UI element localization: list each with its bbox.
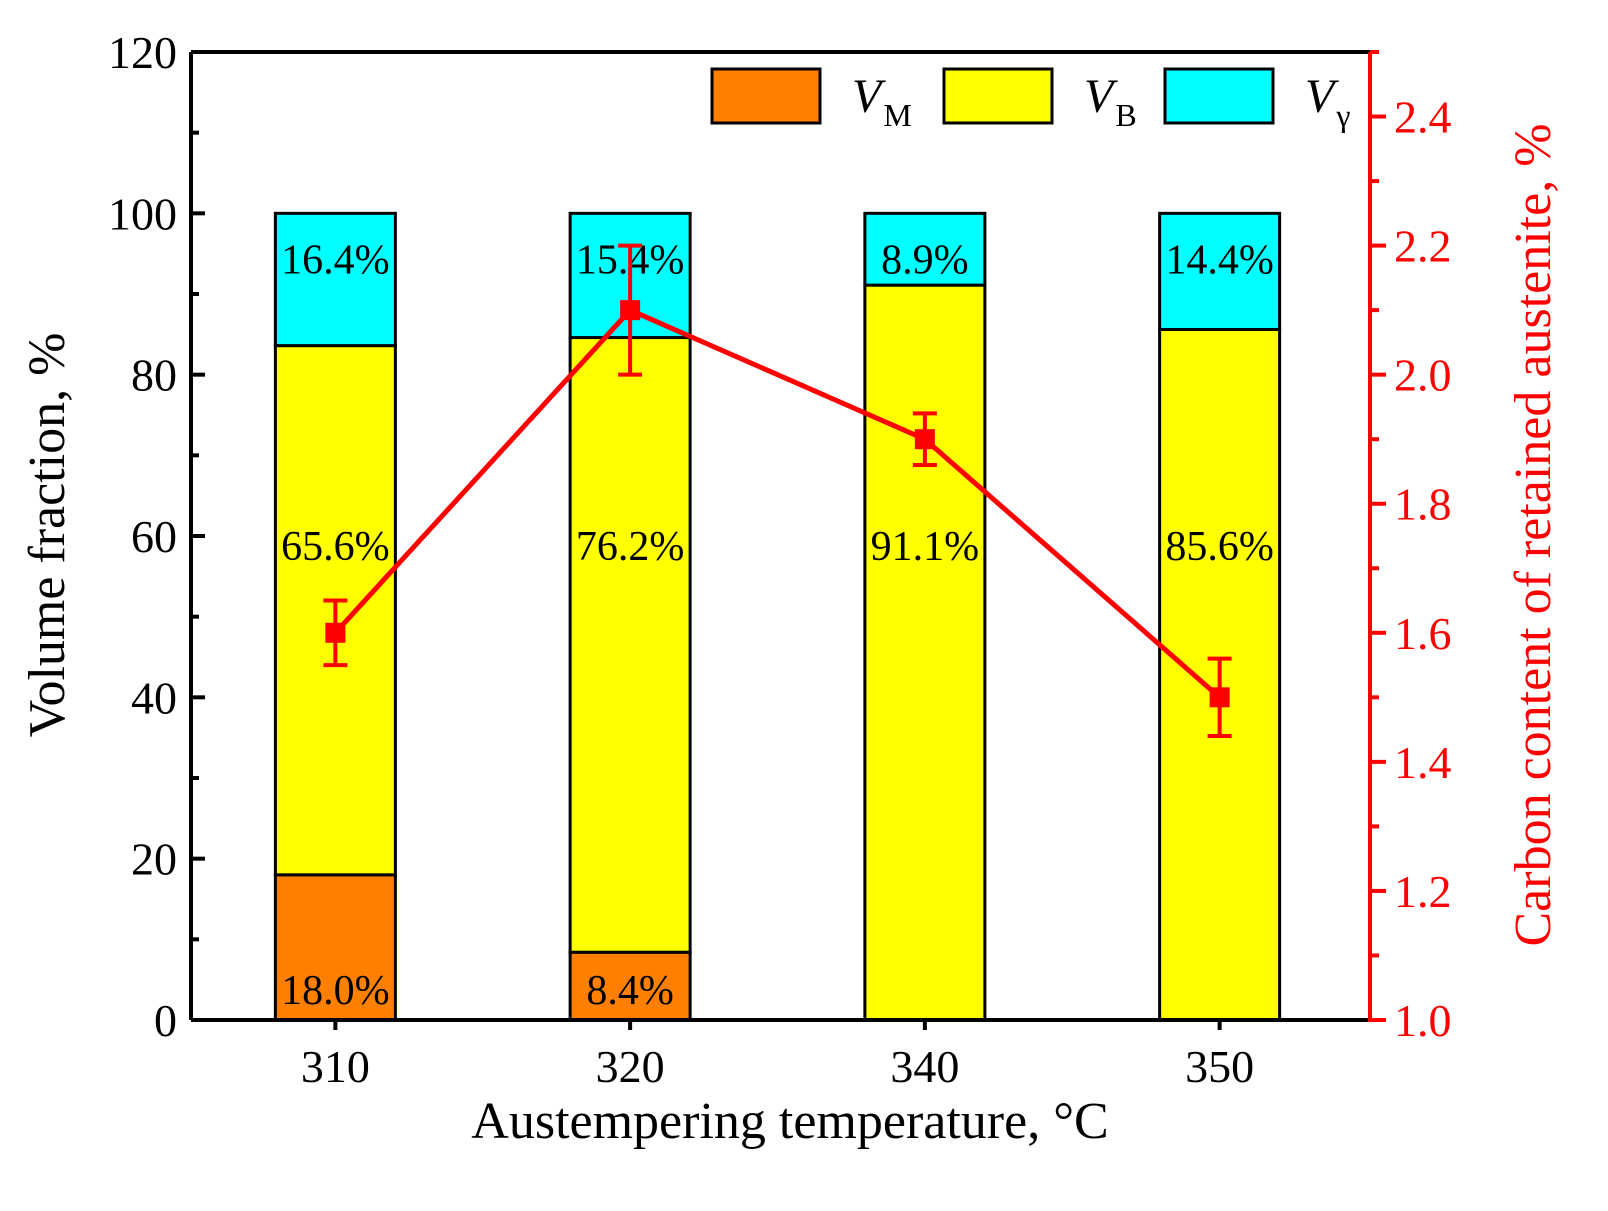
carbon-point-320 <box>620 300 641 321</box>
bar-label-austenite-310: 16.4% <box>281 237 390 283</box>
y-tick-label: 20 <box>131 834 177 885</box>
legend-swatch <box>1163 67 1275 125</box>
y2-tick-label: 1.6 <box>1394 608 1452 659</box>
y-axis-title: Volume fraction, % <box>19 333 76 738</box>
y-tick-label: 120 <box>108 27 177 78</box>
y2-tick-label: 2.2 <box>1394 221 1452 272</box>
bar-label-martensite-320: 8.4% <box>586 968 674 1014</box>
y-tick-label: 100 <box>108 188 177 239</box>
bar-austenite-350 <box>1158 211 1282 331</box>
bar-austenite-310 <box>273 211 397 348</box>
bar-martensite-320 <box>568 950 692 1022</box>
y2-axis-title: Carbon content of retained austenite, % <box>1505 123 1562 946</box>
legend-label: VB <box>1084 70 1137 133</box>
y-tick-label: 80 <box>131 350 177 401</box>
x-axis-title: Austempering temperature, °C <box>471 1093 1108 1150</box>
y2-tick-label: 1.8 <box>1394 479 1452 530</box>
bar-labels-layer: 18.0%65.6%16.4%8.4%76.2%15.4%91.1%8.9%85… <box>281 237 1274 1014</box>
y-tick-label: 40 <box>131 672 177 723</box>
bar-bainite-340 <box>863 283 987 1022</box>
bar-label-austenite-340: 8.9% <box>881 237 969 283</box>
legend-label: VM <box>852 70 912 133</box>
bar-austenite-340 <box>863 211 987 287</box>
y2-tick-label: 1.0 <box>1394 995 1452 1046</box>
carbon-point-340 <box>914 429 935 450</box>
bar-label-bainite-340: 91.1% <box>871 524 980 570</box>
legend-swatch <box>710 67 822 125</box>
legend: VM VB Vγ <box>710 67 1350 133</box>
y2-tick-label: 2.0 <box>1394 350 1452 401</box>
bar-label-bainite-310: 65.6% <box>281 524 390 570</box>
bar-label-martensite-310: 18.0% <box>281 968 390 1014</box>
x-tick-label-310: 310 <box>301 1041 370 1092</box>
legend-label: Vγ <box>1305 70 1350 133</box>
legend-item-austenite: Vγ <box>1163 67 1350 133</box>
y2-tick-label: 2.4 <box>1394 92 1452 143</box>
x-tick-label-340: 340 <box>890 1041 959 1092</box>
x-tick-label-320: 320 <box>596 1041 665 1092</box>
y-tick-label: 60 <box>131 511 177 562</box>
carbon-content-line <box>333 307 1222 700</box>
bar-label-austenite-350: 14.4% <box>1165 237 1274 283</box>
y2-tick-label: 1.4 <box>1394 737 1452 788</box>
y-tick-label: 0 <box>154 995 177 1046</box>
bar-label-bainite-350: 85.6% <box>1165 524 1274 570</box>
bar-bainite-320 <box>568 336 692 954</box>
legend-item-martensite: VM <box>710 67 912 133</box>
bar-martensite-310 <box>273 873 397 1022</box>
carbon-point-310 <box>325 622 346 643</box>
bar-label-bainite-320: 76.2% <box>576 524 685 570</box>
y2-tick-label: 1.2 <box>1394 866 1452 917</box>
axes-layer: 0 20 40 60 80 100 120 1.0 1.2 1.4 1.6 1.8 2.0 2.2 2.4 3… <box>108 27 1452 1092</box>
carbon-point-350 <box>1209 687 1230 708</box>
x-tick-label-350: 350 <box>1185 1041 1254 1092</box>
legend-item-bainite: VB <box>942 67 1137 133</box>
legend-swatch <box>942 67 1054 125</box>
carbon-line-layer <box>323 243 1232 739</box>
